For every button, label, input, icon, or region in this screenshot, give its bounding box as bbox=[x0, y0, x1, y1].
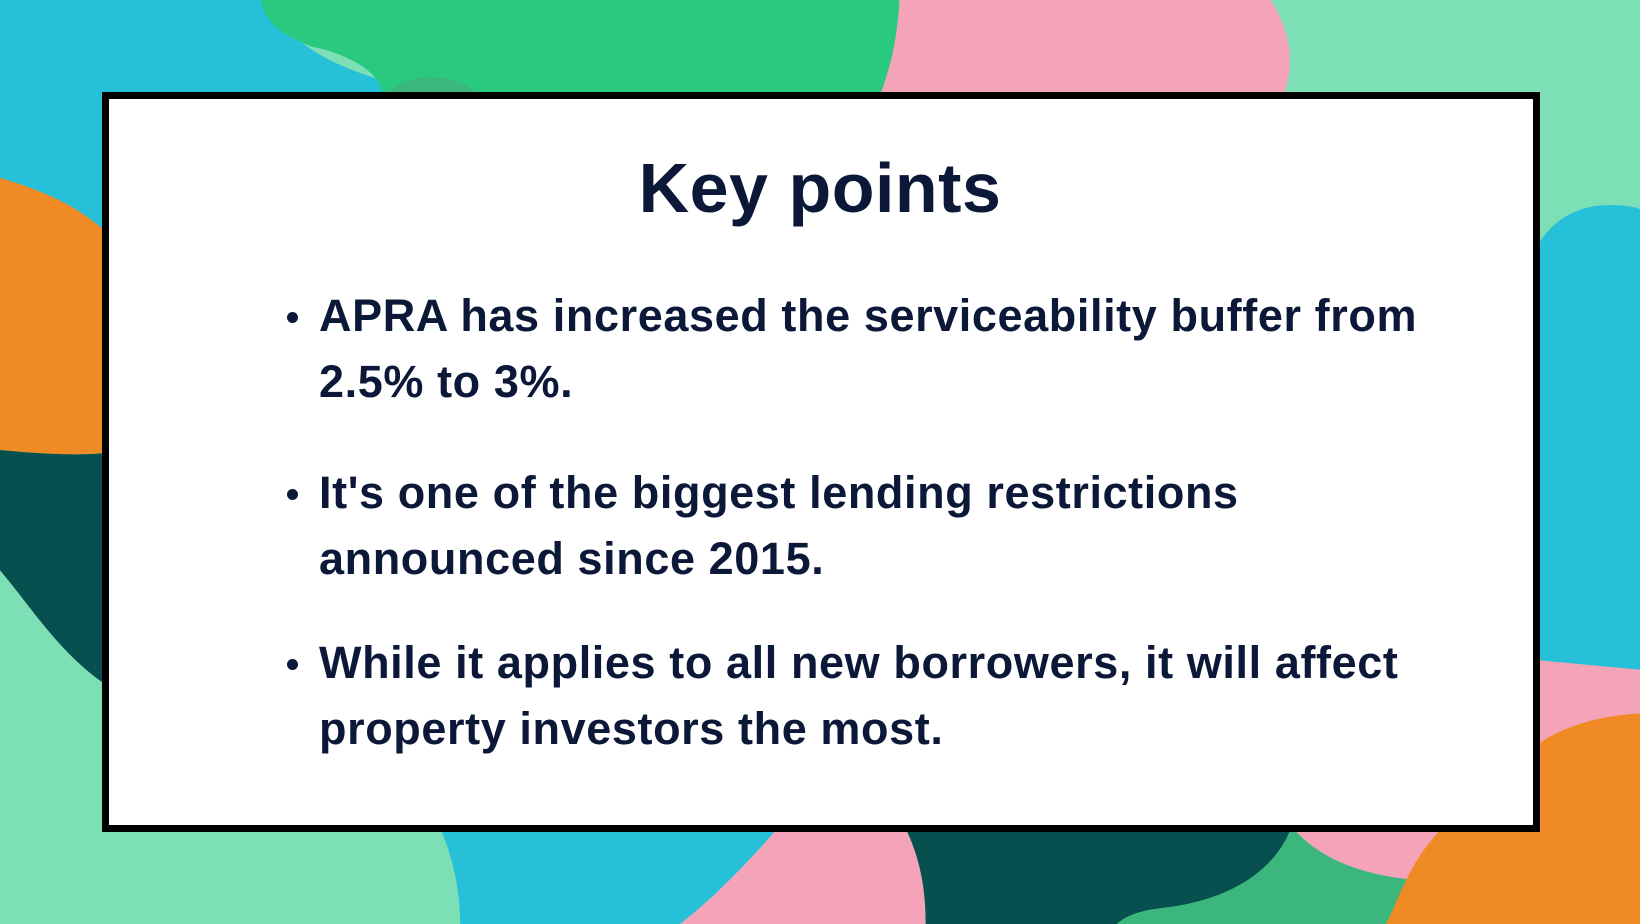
blob-teal-bottom bbox=[904, 826, 1292, 924]
blob-midgreen-bottom bbox=[1117, 826, 1407, 924]
key-point: It's one of the biggest lending restrict… bbox=[282, 460, 1442, 592]
key-points-list: APRA has increased the serviceability bu… bbox=[282, 283, 1442, 762]
bullet-icon bbox=[287, 312, 298, 323]
key-point-text: While it applies to all new borrowers, i… bbox=[319, 637, 1399, 754]
blob-teal-left bbox=[0, 449, 116, 691]
blob-cyan-bottom bbox=[439, 826, 780, 924]
key-point: APRA has increased the serviceability bu… bbox=[282, 283, 1442, 415]
key-point-text: APRA has increased the serviceability bu… bbox=[319, 290, 1418, 407]
title: Key points bbox=[638, 149, 1002, 227]
key-point-text: It's one of the biggest lending restrict… bbox=[319, 467, 1239, 584]
blob-pink-bottom-right bbox=[1291, 826, 1444, 880]
blob-pink-right bbox=[1527, 659, 1640, 754]
key-points-card bbox=[102, 92, 1540, 832]
blob-orange-left bbox=[0, 177, 116, 455]
blob-pink-bottom bbox=[679, 826, 926, 924]
blob-pink-top bbox=[876, 0, 1290, 105]
blob-orange-bottom-right bbox=[1385, 713, 1640, 924]
blob-cyan-right bbox=[1527, 205, 1640, 670]
bullet-icon bbox=[287, 659, 298, 670]
key-point: While it applies to all new borrowers, i… bbox=[282, 630, 1442, 762]
bullet-icon bbox=[287, 489, 298, 500]
